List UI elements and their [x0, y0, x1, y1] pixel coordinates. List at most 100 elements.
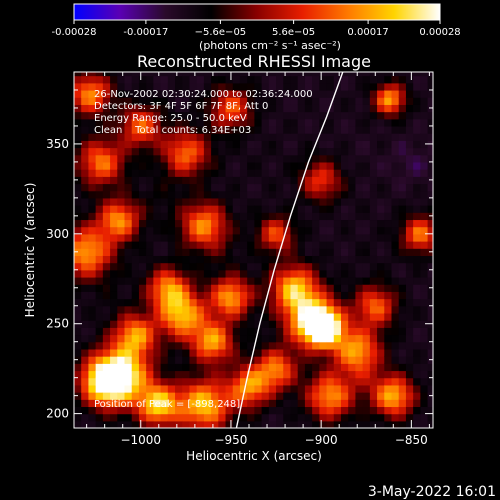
heatmap-cell — [232, 384, 241, 393]
heatmap-cell — [167, 334, 176, 343]
heatmap-cell — [138, 327, 147, 336]
heatmap-cell — [377, 269, 385, 278]
heatmap-cell — [189, 305, 198, 314]
heatmap-cell — [398, 269, 407, 278]
heatmap-cell — [146, 392, 154, 400]
heatmap-cell — [124, 104, 133, 113]
heatmap-cell — [420, 312, 429, 321]
heatmap-cell — [413, 183, 421, 192]
heatmap-cell — [355, 183, 364, 192]
heatmap-cell — [333, 262, 342, 271]
heatmap-cell — [153, 341, 162, 350]
heatmap-cell — [131, 262, 140, 271]
heatmap-cell — [283, 248, 292, 256]
heatmap-cell — [160, 72, 169, 77]
heatmap-cell — [362, 255, 371, 264]
heatmap-cell — [153, 89, 162, 98]
heatmap-cell — [340, 399, 349, 408]
heatmap-cell — [182, 212, 191, 221]
heatmap-cell — [88, 176, 97, 185]
heatmap-cell — [340, 75, 349, 84]
heatmap-cell — [326, 183, 335, 192]
heatmap-cell — [131, 392, 140, 400]
heatmap-cell — [153, 205, 162, 213]
heatmap-cell — [167, 312, 176, 321]
heatmap-cell — [319, 176, 328, 185]
heatmap-cell — [283, 140, 292, 149]
heatmap-cell — [283, 97, 292, 105]
heatmap-cell — [348, 248, 357, 256]
colorbar-tick-label: -0.00028 — [52, 27, 97, 38]
heatmap-cell — [413, 118, 421, 127]
heatmap-cell — [131, 255, 140, 264]
heatmap-cell — [427, 241, 433, 249]
heatmap-cell — [124, 133, 133, 141]
heatmap-cell — [348, 104, 357, 113]
heatmap-cell — [247, 262, 256, 271]
heatmap-cell — [369, 298, 378, 307]
heatmap-cell — [304, 298, 313, 307]
heatmap-cell — [131, 341, 140, 350]
heatmap-cell — [333, 111, 342, 120]
heatmap-cell — [146, 233, 154, 242]
heatmap-cell — [175, 420, 183, 428]
heatmap-cell — [362, 291, 371, 300]
heatmap-cell — [146, 169, 154, 177]
heatmap-cell — [247, 305, 256, 314]
heatmap-cell — [297, 140, 306, 149]
heatmap-cell — [102, 399, 111, 408]
heatmap-cell — [218, 248, 227, 256]
heatmap-cell — [398, 233, 407, 242]
heatmap-cell — [427, 291, 433, 300]
heatmap-cell — [117, 413, 126, 422]
heatmap-cell — [138, 276, 147, 285]
heatmap-cell — [405, 241, 414, 249]
heatmap-cell — [247, 183, 256, 192]
heatmap-cell — [377, 133, 385, 141]
heatmap-cell — [391, 212, 400, 221]
heatmap-cell — [319, 356, 328, 364]
heatmap-cell — [110, 161, 118, 170]
heatmap-cell — [348, 348, 357, 357]
heatmap-cell — [297, 219, 306, 228]
heatmap-cell — [160, 140, 169, 149]
heatmap-cell — [405, 72, 414, 77]
heatmap-cell — [182, 269, 191, 278]
heatmap-cell — [391, 154, 400, 163]
heatmap-cell — [88, 269, 97, 278]
heatmap-cell — [211, 75, 219, 84]
heatmap-cell — [138, 334, 147, 343]
heatmap-cell — [283, 176, 292, 185]
heatmap-cell — [81, 140, 90, 149]
heatmap-cell — [211, 147, 219, 156]
heatmap-cell — [88, 133, 97, 141]
heatmap-cell — [153, 399, 162, 408]
heatmap-cell — [276, 205, 284, 213]
heatmap-cell — [102, 298, 111, 307]
heatmap-cell — [319, 348, 328, 357]
heatmap-cell — [297, 370, 306, 379]
heatmap-cell — [377, 169, 385, 177]
heatmap-cell — [153, 154, 162, 163]
heatmap-cell — [261, 133, 270, 141]
heatmap-cell — [362, 219, 371, 228]
heatmap-cell — [146, 75, 154, 84]
heatmap-cell — [211, 406, 219, 415]
heatmap-cell — [131, 276, 140, 285]
heatmap-cell — [398, 118, 407, 127]
heatmap-cell — [377, 97, 385, 105]
heatmap-cell — [326, 413, 335, 422]
heatmap-cell — [427, 255, 433, 264]
heatmap-cell — [196, 241, 205, 249]
heatmap-cell — [138, 341, 147, 350]
heatmap-cell — [276, 312, 284, 321]
heatmap-cell — [232, 392, 241, 400]
heatmap-cell — [232, 298, 241, 307]
heatmap-cell — [254, 176, 263, 185]
heatmap-cell — [384, 392, 393, 400]
heatmap-cell — [218, 147, 227, 156]
heatmap-cell — [110, 370, 118, 379]
heatmap-cell — [153, 262, 162, 271]
heatmap-cell — [218, 89, 227, 98]
